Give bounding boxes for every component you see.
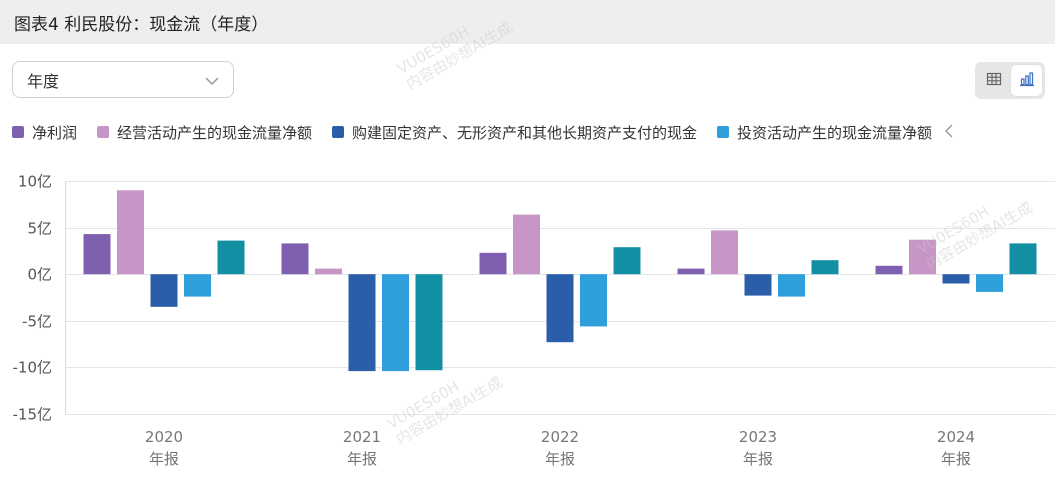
y-tick-label: -15亿 bbox=[13, 406, 53, 424]
period-select[interactable]: 年度 bbox=[12, 61, 234, 98]
bar-2020-series-0 bbox=[83, 234, 111, 275]
bar-2023-series-3 bbox=[778, 274, 805, 297]
x-tick-sublabel: 年报 bbox=[941, 450, 971, 468]
y-tick-label: -10亿 bbox=[13, 359, 53, 377]
table-view-button[interactable] bbox=[978, 65, 1009, 96]
view-toggle bbox=[975, 62, 1045, 99]
chart-legend: 净利润 经营活动产生的现金流量净额 购建固定资产、无形资产和其他长期资产支付的现… bbox=[12, 120, 1055, 144]
y-tick-label: -5亿 bbox=[22, 313, 52, 331]
bar-2021-series-3 bbox=[382, 274, 409, 372]
bar-2022-series-4 bbox=[613, 247, 641, 275]
bar-2024-series-3 bbox=[976, 274, 1003, 292]
bar-2023-series-2 bbox=[744, 274, 772, 296]
x-tick-label: 2024 bbox=[937, 428, 975, 446]
bar-2023-series-4 bbox=[811, 260, 839, 275]
y-tick-label: 0亿 bbox=[27, 266, 52, 284]
chart-view-button[interactable] bbox=[1011, 65, 1042, 96]
bar-chart-icon bbox=[1019, 71, 1035, 91]
chart-bars bbox=[83, 190, 1037, 372]
legend-item-net-profit[interactable]: 净利润 bbox=[12, 122, 77, 143]
bar-2022-series-0 bbox=[479, 252, 507, 275]
bar-2023-series-1 bbox=[711, 230, 738, 275]
legend-label: 投资活动产生的现金流量净额 bbox=[737, 123, 933, 142]
legend-label: 经营活动产生的现金流量净额 bbox=[117, 123, 313, 142]
legend-swatch bbox=[332, 126, 345, 138]
x-tick-sublabel: 年报 bbox=[347, 450, 377, 468]
legend-label: 净利润 bbox=[32, 123, 78, 142]
legend-swatch bbox=[717, 126, 730, 138]
x-tick-label: 2022 bbox=[541, 428, 579, 446]
bar-2020-series-2 bbox=[150, 274, 178, 307]
bar-2024-series-1 bbox=[909, 239, 936, 275]
legend-swatch bbox=[12, 126, 24, 138]
legend-item-investing-cash-flow[interactable]: 投资活动产生的现金流量净额 bbox=[717, 122, 932, 143]
bar-2022-series-2 bbox=[546, 274, 574, 343]
y-axis: 10亿 5亿 0亿 -5亿 -10亿 -15亿 bbox=[13, 173, 66, 424]
x-tick-sublabel: 年报 bbox=[545, 450, 575, 468]
bar-2021-series-0 bbox=[281, 243, 309, 275]
bar-2022-series-3 bbox=[580, 274, 607, 327]
bar-2024-series-0 bbox=[875, 265, 903, 275]
x-tick-sublabel: 年报 bbox=[743, 450, 773, 468]
bar-2021-series-2 bbox=[348, 274, 376, 372]
bar-2024-series-4 bbox=[1009, 243, 1037, 275]
x-tick-label: 2023 bbox=[739, 428, 777, 446]
chart-title: 图表4 利民股份：现金流（年度） bbox=[14, 14, 269, 35]
chart-title-bar: 图表4 利民股份：现金流（年度） bbox=[0, 0, 1055, 44]
table-icon bbox=[986, 71, 1002, 91]
bar-2024-series-2 bbox=[942, 274, 970, 284]
chevron-down-icon bbox=[205, 73, 219, 92]
bar-2022-series-1 bbox=[513, 214, 540, 275]
y-tick-label: 10亿 bbox=[18, 173, 52, 191]
legend-swatch bbox=[97, 126, 110, 138]
x-axis: 2020 年报 2021 年报 2022 年报 2023 年报 2024 年报 bbox=[145, 428, 975, 468]
bar-2021-series-1 bbox=[315, 268, 342, 275]
x-tick-label: 2020 bbox=[145, 428, 183, 446]
x-tick-sublabel: 年报 bbox=[149, 450, 179, 468]
legend-item-operating-cash-flow[interactable]: 经营活动产生的现金流量净额 bbox=[97, 122, 312, 143]
period-select-value: 年度 bbox=[27, 71, 60, 91]
bar-2020-series-3 bbox=[184, 274, 211, 297]
bar-2020-series-1 bbox=[117, 190, 144, 275]
bar-2020-series-4 bbox=[217, 240, 245, 275]
legend-item-capex[interactable]: 购建固定资产、无形资产和其他长期资产支付的现金 bbox=[332, 122, 697, 143]
chevron-left-icon[interactable] bbox=[944, 123, 954, 142]
x-tick-label: 2021 bbox=[343, 428, 381, 446]
y-tick-label: 5亿 bbox=[27, 220, 52, 238]
legend-label: 购建固定资产、无形资产和其他长期资产支付的现金 bbox=[352, 123, 698, 142]
bar-2023-series-0 bbox=[677, 268, 705, 275]
bar-2021-series-4 bbox=[415, 274, 443, 371]
